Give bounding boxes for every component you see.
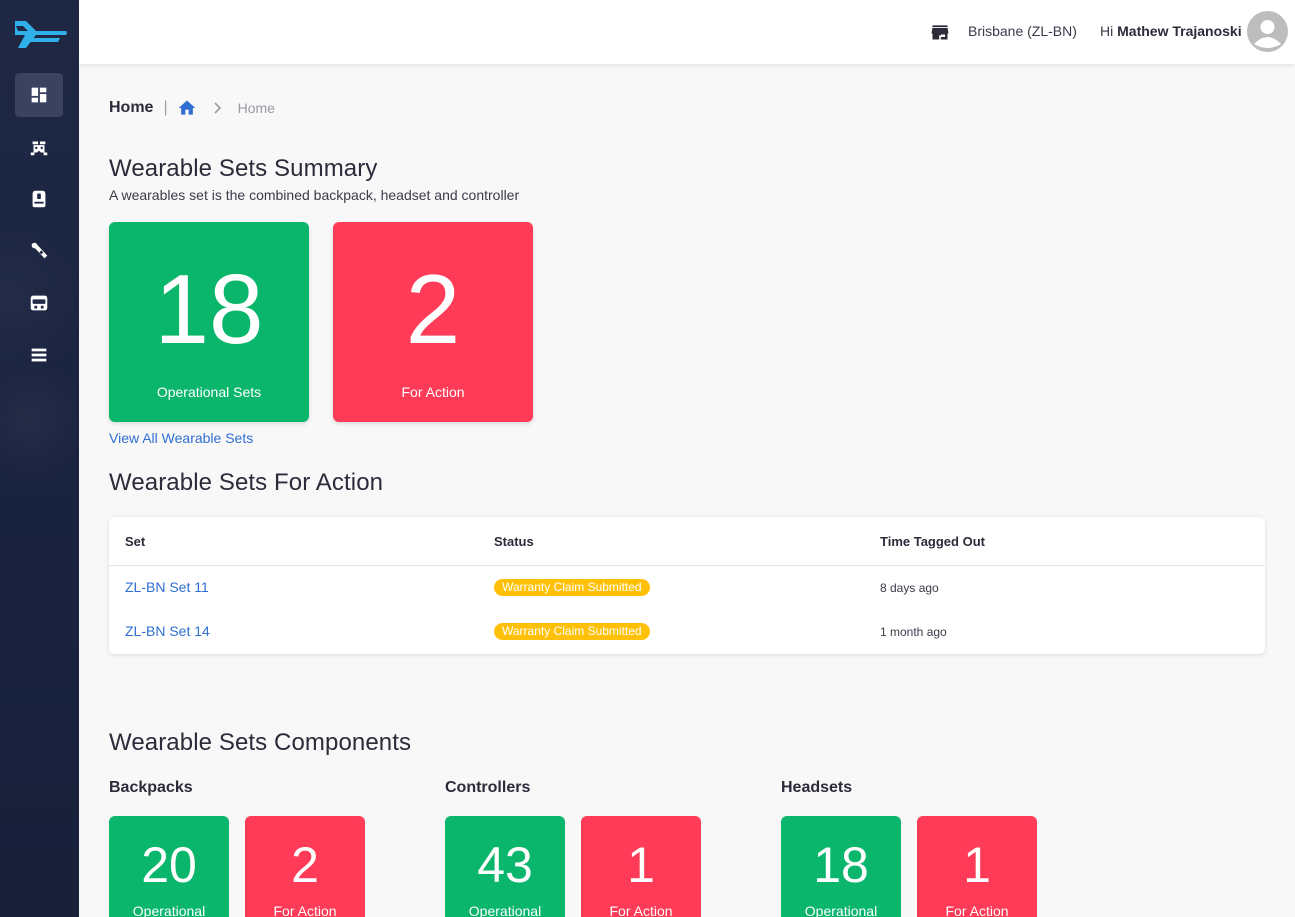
headsets-operational-label: Operational [804,903,878,917]
operational-sets-count: 18 [154,254,264,364]
backpacks-operational-label: Operational [132,903,206,917]
nav-controllers[interactable] [15,229,63,273]
backpacks-operational-count: 20 [141,837,197,893]
nav-dashboard[interactable] [15,73,63,117]
backpacks-for-action-label: For Action [273,903,337,917]
backpacks-operational-card[interactable]: 20 Operational [109,816,229,917]
page-title: Home [109,99,154,116]
for-action-table: Set Status Time Tagged Out ZL-BN Set 11 … [109,517,1265,654]
store-icon[interactable] [930,22,950,42]
table-row[interactable]: ZL-BN Set 14 Warranty Claim Submitted 1 … [109,610,1265,654]
breadcrumb-separator: | [163,99,168,116]
status-badge: Warranty Claim Submitted [494,579,650,596]
headset-icon [30,295,48,311]
user-name: Mathew Trajanoski [1117,23,1242,39]
user-icon [1254,20,1281,48]
home-icon[interactable] [177,98,197,118]
headsets-for-action-count: 1 [963,837,991,893]
headsets-operational-card[interactable]: 18 Operational [781,816,901,917]
backpacks-title: Backpacks [109,779,193,796]
table-header: Set Status Time Tagged Out [109,517,1265,566]
backpack-icon [32,190,46,208]
for-action-card[interactable]: 2 For Action [333,222,533,422]
vr-kit-icon [30,141,48,156]
sidebar [0,0,79,917]
plane-logo[interactable] [14,18,68,54]
controllers-for-action-label: For Action [609,903,673,917]
headsets-for-action-card[interactable]: 1 For Action [917,816,1037,917]
headsets-for-action-label: For Action [945,903,1009,917]
for-action-title: Wearable Sets For Action [109,469,384,496]
set-link[interactable]: ZL-BN Set 11 [125,579,209,595]
chevron-right-icon [214,102,221,114]
location-label[interactable]: Brisbane (ZL-BN) [968,23,1077,39]
breadcrumb: Home | Home [109,98,275,118]
column-header-time: Time Tagged Out [880,534,985,549]
for-action-label: For Action [401,384,465,400]
operational-sets-label: Operational Sets [156,384,262,400]
time-tagged-out: 1 month ago [880,625,947,639]
avatar[interactable] [1247,11,1288,52]
view-all-sets-link[interactable]: View All Wearable Sets [109,430,254,446]
column-header-status: Status [494,534,534,549]
time-tagged-out: 8 days ago [880,581,939,595]
backpacks-for-action-card[interactable]: 2 For Action [245,816,365,917]
controller-icon [31,242,48,259]
controllers-title: Controllers [445,779,531,796]
controllers-operational-card[interactable]: 43 Operational [445,816,565,917]
status-badge: Warranty Claim Submitted [494,623,650,640]
components-title: Wearable Sets Components [109,729,412,756]
headsets-operational-count: 18 [813,837,869,893]
user-greeting: Hi Mathew Trajanoski [1100,23,1242,39]
summary-title: Wearable Sets Summary [109,155,378,182]
summary-subtitle: A wearables set is the combined backpack… [109,187,520,203]
table-row[interactable]: ZL-BN Set 11 Warranty Claim Submitted 8 … [109,566,1265,610]
for-action-count: 2 [405,254,461,364]
controllers-for-action-count: 1 [627,837,655,893]
column-header-set: Set [125,534,146,549]
controllers-operational-label: Operational [468,903,542,917]
topbar: Brisbane (ZL-BN) Hi Mathew Trajanoski [79,0,1295,64]
nav-headsets[interactable] [15,281,63,325]
controllers-operational-count: 43 [477,837,533,893]
dashboard-icon [31,87,47,103]
backpacks-for-action-count: 2 [291,837,319,893]
headsets-title: Headsets [781,779,853,796]
operational-sets-card[interactable]: 18 Operational Sets [109,222,309,422]
nav-vr-kit[interactable] [15,125,63,169]
set-link[interactable]: ZL-BN Set 14 [125,623,210,639]
nav-backpacks[interactable] [15,177,63,221]
list-icon [31,348,47,362]
nav-list[interactable] [15,333,63,377]
breadcrumb-current: Home [237,100,275,116]
controllers-for-action-card[interactable]: 1 For Action [581,816,701,917]
